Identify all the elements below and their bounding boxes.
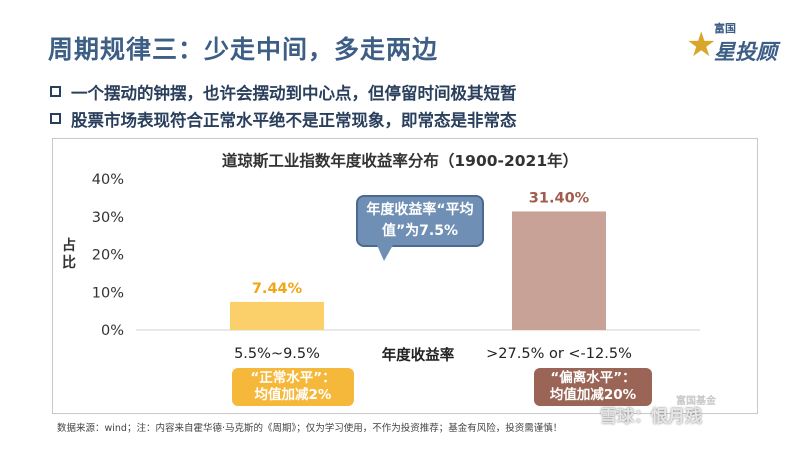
logo-small-text: 富国: [714, 22, 736, 35]
callout-line: 年度收益率“平均: [366, 202, 474, 218]
x-tick-label: 5.5%~9.5%: [234, 346, 320, 362]
star-icon: ★: [686, 25, 717, 65]
y-tick-label: 10%: [92, 285, 124, 301]
watermark-text: 雪球：恨月残: [600, 407, 702, 427]
average-callout: 年度收益率“平均 值”为7.5%: [356, 195, 484, 247]
y-tick-label: 20%: [92, 248, 124, 264]
tag-line: “正常水平”：: [250, 370, 336, 386]
watermark-sub: 富国基金: [676, 396, 716, 407]
x-tick-label: >27.5% or <-12.5%: [486, 346, 632, 362]
bullet-item: 一个摆动的钟摆，也许会摆动到中心点，但停留时间极其短暂: [50, 78, 517, 105]
bullet-list: 一个摆动的钟摆，也许会摆动到中心点，但停留时间极其短暂 股票市场表现符合正常水平…: [50, 78, 517, 132]
bar: [230, 301, 324, 330]
callout-line: 值”为7.5%: [381, 223, 459, 239]
bullet-square-icon: [50, 86, 61, 97]
bullet-text: 一个摆动的钟摆，也许会摆动到中心点，但停留时间极其短暂: [71, 83, 517, 103]
callout-pointer: [377, 245, 393, 261]
y-axis-label: 占比: [62, 238, 76, 271]
x-axis-label: 年度收益率: [382, 346, 455, 364]
brand-logo: ★ 富国 星投顾: [686, 20, 786, 66]
slide-title: 周期规律三：少走中间，多走两边: [48, 35, 439, 64]
y-tick-label: 30%: [92, 210, 124, 226]
y-tick-label: 0%: [101, 323, 124, 339]
bullet-item: 股票市场表现符合正常水平绝不是正常现象，即常态是非常态: [50, 105, 517, 132]
y-tick-label: 40%: [92, 172, 124, 188]
source-note: 数据来源：wind；注：内容来自霍华德·马克斯的《周期》；仅为学习使用，不作为投…: [57, 423, 563, 434]
tag-line: 均值加减2%: [254, 387, 332, 403]
tag-line: “偏离水平”：: [550, 370, 636, 386]
deviation-level-tag: “偏离水平”： 均值加减20%: [534, 368, 652, 406]
bullet-square-icon: [50, 113, 61, 124]
logo-big-text: 星投顾: [714, 40, 777, 64]
bar-value-label: 31.40%: [529, 190, 590, 206]
bullet-text: 股票市场表现符合正常水平绝不是正常现象，即常态是非常态: [71, 110, 517, 130]
chart-title: 道琼斯工业指数年度收益率分布（1900-2021年）: [221, 152, 579, 170]
tag-line: 均值加减20%: [549, 387, 637, 403]
watermark: 雪球：恨月残 富国基金: [600, 396, 716, 427]
bar-value-label: 7.44%: [252, 281, 303, 297]
bar: [512, 211, 606, 330]
normal-level-tag: “正常水平”： 均值加减2%: [232, 368, 354, 406]
